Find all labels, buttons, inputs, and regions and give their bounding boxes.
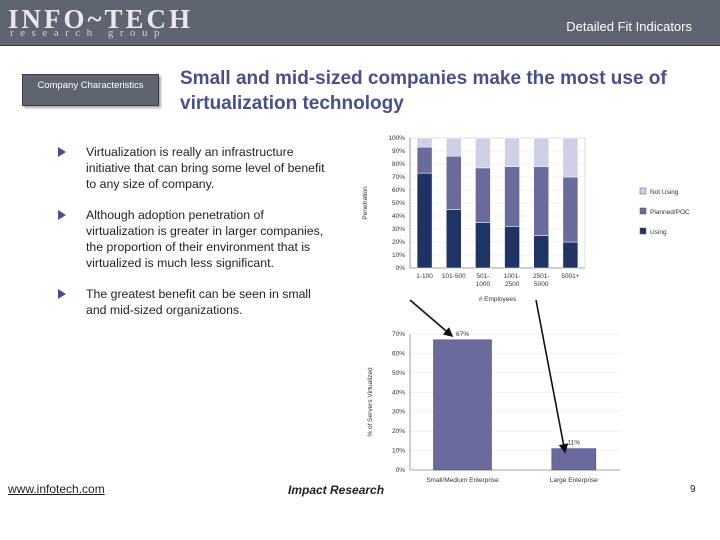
footer-website-link[interactable]: www.infotech.com	[8, 482, 105, 496]
data-label: 67%	[456, 331, 469, 338]
x-tick-label: 101-500	[442, 273, 466, 280]
y-tick-label: 50%	[392, 200, 405, 207]
y-tick-label: 30%	[392, 226, 405, 233]
legend-label: Not Using	[650, 189, 679, 196]
y-tick-label: 60%	[392, 187, 405, 194]
slide-title: Small and mid-sized companies make the m…	[180, 68, 667, 114]
bar-segment-planned-poc	[416, 146, 433, 174]
bullet-text: Although adoption penetration of virtual…	[86, 208, 324, 270]
y-tick-label: 10%	[392, 252, 405, 259]
bar	[551, 448, 597, 471]
legend-swatch	[639, 207, 647, 215]
bullet-text: Virtualization is really an infrastructu…	[86, 145, 325, 191]
y-tick-label: 50%	[392, 370, 405, 377]
y-tick-label: 100%	[388, 135, 405, 142]
y-tick-label: 40%	[392, 389, 405, 396]
bar-segment-planned-poc	[475, 167, 491, 223]
bar-segment-planned-poc	[562, 176, 579, 243]
bullet-arrow-icon	[58, 210, 66, 220]
y-tick-label: 30%	[392, 409, 405, 416]
bullet-arrow-icon	[58, 147, 66, 157]
legend-swatch	[639, 227, 647, 235]
bar-segment-using	[504, 226, 520, 269]
legend-label: Planned/POC	[650, 209, 690, 216]
x-tick-label: 2500	[505, 281, 520, 288]
company-characteristics-box: Company Characteristics	[22, 74, 159, 106]
logo-text: INFO~TECH	[8, 4, 194, 34]
header-bar: INFO~TECH research group Detailed Fit In…	[0, 0, 720, 46]
x-tick-label: 1000	[476, 281, 491, 288]
annotation-arrows	[409, 299, 569, 454]
y-tick-label: 0%	[396, 467, 406, 474]
legend-swatch	[639, 187, 647, 195]
x-tick-label: 2501-	[533, 273, 550, 280]
x-tick-label: 1001-	[504, 273, 521, 280]
bullet-text: The greatest benefit can be seen in smal…	[86, 287, 311, 317]
data-label: 11%	[568, 440, 581, 447]
y-tick-label: 20%	[392, 239, 405, 246]
slide-section-label: Detailed Fit Indicators	[566, 19, 692, 34]
y-tick-label: 40%	[392, 213, 405, 220]
bar-segment-planned-poc	[504, 166, 520, 227]
bar-segment-not-using	[504, 137, 520, 167]
logo-subtitle: research group	[10, 27, 167, 39]
bar-segment-not-using	[562, 137, 579, 178]
x-tick-label: Large Enterprise	[550, 477, 598, 484]
y-tick-label: 70%	[392, 174, 405, 181]
bar-segment-planned-poc	[533, 166, 549, 236]
y-tick-label: 20%	[392, 428, 405, 435]
bullet-item: The greatest benefit can be seen in smal…	[58, 286, 330, 318]
y-tick-label: 70%	[392, 331, 405, 338]
bar-segment-using	[475, 222, 491, 269]
y-tick-label: 10%	[392, 448, 405, 455]
bar	[433, 339, 492, 471]
arrow-to-large-bar	[535, 299, 569, 454]
y-axis-title: % of Servers Virtualized	[367, 367, 374, 437]
y-tick-label: 0%	[396, 265, 406, 272]
footer-impact-research: Impact Research	[288, 483, 385, 497]
x-tick-label: 501-	[476, 273, 489, 280]
bar-segment-planned-poc	[446, 155, 462, 210]
bar-segment-not-using	[446, 137, 462, 157]
bar-segment-not-using	[533, 137, 549, 167]
arrow-to-sme-bar	[409, 299, 454, 338]
x-tick-label: Small/Medium Enterprise	[426, 477, 499, 484]
bullet-item: Although adoption penetration of virtual…	[58, 207, 330, 271]
bar-segment-not-using	[475, 137, 491, 169]
bullet-list: Virtualization is really an infrastructu…	[58, 144, 330, 333]
bar-segment-using	[562, 241, 579, 269]
x-axis-title: # Employees	[479, 296, 517, 303]
bar-segment-using	[446, 209, 462, 269]
legend-label: Using	[650, 229, 667, 236]
x-tick-label: 1-100	[416, 273, 433, 280]
bullet-item: Virtualization is really an infrastructu…	[58, 144, 330, 192]
bullet-arrow-icon	[58, 289, 66, 299]
y-tick-label: 80%	[392, 161, 405, 168]
bar-segment-using	[416, 172, 433, 269]
x-tick-label: 5000	[534, 281, 549, 288]
y-axis-title: Penetration	[362, 186, 369, 220]
bar-segment-using	[533, 235, 549, 269]
y-tick-label: 90%	[392, 148, 405, 155]
bar-segment-not-using	[416, 137, 433, 148]
x-tick-label: 5001+	[561, 273, 579, 280]
page-number: 9	[690, 484, 696, 495]
y-tick-label: 60%	[392, 350, 405, 357]
servers-virtualized-chart: 0% 10% 20% 30% 40% 50% 60% 70% 67% Small/Medium E…	[367, 331, 620, 484]
penetration-chart: 0% 10% 20% 30% 40% 50% 60% 70% 80% 90% 100% 1-100 10…	[362, 135, 690, 303]
